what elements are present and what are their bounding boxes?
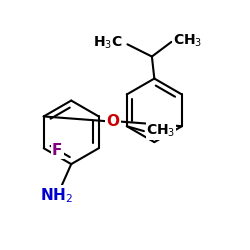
Text: CH$_3$: CH$_3$ (146, 123, 176, 139)
Text: H$_3$C: H$_3$C (93, 35, 122, 51)
Text: CH$_3$: CH$_3$ (173, 32, 202, 49)
Text: NH$_2$: NH$_2$ (40, 186, 73, 205)
Text: F: F (52, 143, 62, 158)
Text: O: O (106, 114, 119, 129)
